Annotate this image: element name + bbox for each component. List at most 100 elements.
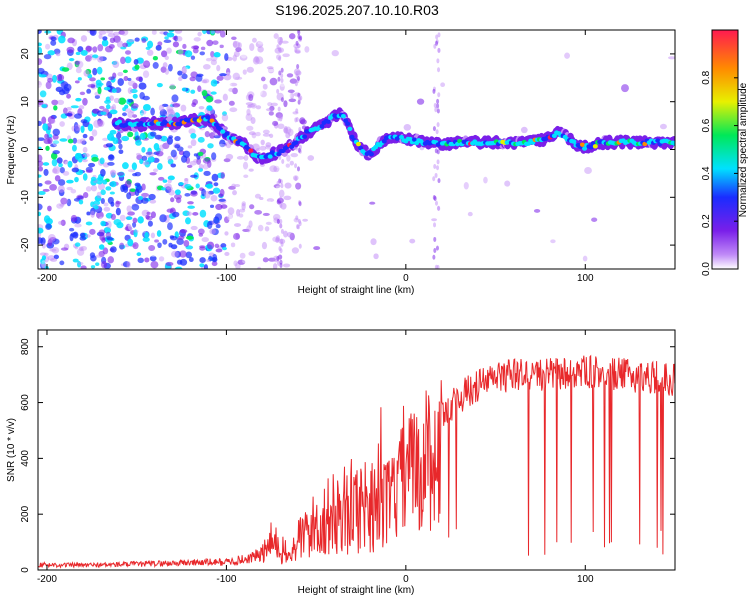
spectrogram-x-ticks: -200 -100 0 100 [37, 30, 594, 284]
spectrogram-noise-point [167, 158, 174, 165]
spectrogram-noise-point [121, 135, 130, 142]
spectrogram-noise-point [200, 46, 206, 51]
spectrogram-noise-point [47, 234, 56, 242]
spectrogram-noise-point [228, 87, 235, 92]
spectrogram-noise-point [145, 46, 151, 51]
spectrogram-noise-point [248, 168, 254, 172]
spectrogram-noise-point [192, 212, 199, 216]
spectrogram-noise-point [170, 236, 178, 241]
spectrogram-noise-point [668, 56, 675, 60]
spectrogram-noise-point [71, 144, 77, 152]
spectrogram-ridge-point [347, 126, 353, 132]
spectrogram-streak-point [437, 48, 441, 54]
spectrogram-noise-point [67, 138, 74, 144]
spectrogram-noise-point [38, 67, 45, 75]
spectrogram-noise-point [109, 109, 118, 115]
spectrogram-noise-point [38, 84, 44, 93]
spectrogram-streak-point [278, 40, 282, 46]
spectrogram-noise-point [184, 178, 189, 186]
spectrogram-noise-point [187, 145, 193, 149]
spectrogram-noise-point [164, 36, 169, 40]
spectrogram-noise-point [206, 221, 213, 229]
spectrogram-noise-point [47, 50, 55, 56]
spectrogram-noise-point [248, 220, 253, 228]
spectrogram-noise-point [254, 252, 263, 259]
spectrogram-noise-point [255, 147, 261, 152]
spectrogram-noise-point [197, 31, 202, 37]
spectrogram-noise-point [133, 59, 139, 65]
spectrogram-noise-point [265, 142, 272, 148]
spectrogram-x-tick-label: 0 [403, 273, 409, 284]
spectrogram-noise-point [127, 238, 134, 247]
spectrogram-ridge-point [592, 144, 598, 149]
spectrogram-noise-point [181, 66, 187, 75]
spectrogram-noise-point [467, 211, 473, 217]
spectrogram-noise-point [47, 238, 53, 247]
spectrogram-noise-point [90, 179, 97, 186]
spectrogram-noise-point [83, 191, 89, 199]
spectrogram-noise-point [122, 69, 128, 74]
spectrogram-noise-point [41, 260, 47, 269]
spectrogram-noise-point [184, 50, 193, 58]
spectrogram-noise-point [117, 71, 124, 77]
spectrogram-noise-point [215, 203, 223, 211]
spectrogram-noise-point [116, 221, 124, 229]
spectrogram-noise-point [175, 197, 182, 204]
spectrogram-noise-point [203, 190, 211, 199]
spectrogram-noise-point [230, 217, 238, 221]
spectrogram-noise-point [621, 199, 626, 206]
spectrogram-noise-point [99, 157, 105, 165]
spectrogram-noise-point [190, 174, 198, 178]
spectrogram-streak-point [296, 184, 300, 190]
spectrogram-noise-point [139, 158, 144, 165]
spectrogram-noise-point [159, 214, 167, 223]
spectrogram-y-tick-label: 10 [20, 96, 31, 108]
spectrogram-streak-point [279, 219, 283, 225]
spectrogram-noise-point [139, 132, 146, 140]
spectrogram-streak-point [434, 200, 438, 206]
spectrogram-noise-point [224, 251, 230, 256]
spectrogram-y-tick-label: -20 [20, 237, 31, 252]
spectrogram-noise-point [105, 140, 113, 144]
snr-x-tick-label: 0 [403, 574, 409, 585]
spectrogram-noise-point [102, 36, 108, 41]
spectrogram-noise-point [85, 45, 93, 52]
spectrogram-noise-point [174, 189, 181, 195]
spectrogram-noise-point [174, 30, 183, 34]
spectrogram-noise-point [45, 223, 52, 230]
spectrogram-noise-point [222, 246, 227, 251]
spectrogram-noise-point [126, 192, 132, 200]
spectrogram-noise-point [233, 223, 242, 228]
spectrogram-noise-point [93, 200, 101, 206]
snr-y-tick-label: 200 [20, 505, 31, 522]
spectrogram-noise-point [267, 200, 272, 209]
spectrogram-noise-point [158, 256, 165, 262]
spectrogram-noise-point [111, 60, 118, 65]
spectrogram-noise-point [177, 48, 184, 56]
spectrogram-noise-point [216, 64, 221, 72]
spectrogram-noise-point [38, 99, 44, 106]
spectrogram-noise-point [246, 66, 254, 73]
spectrogram-noise-point [520, 126, 528, 134]
spectrogram-noise-point [177, 70, 183, 76]
spectrogram-streak-point [434, 107, 438, 113]
spectrogram-noise-point [81, 140, 87, 145]
spectrogram-noise-point [76, 152, 82, 157]
spectrogram-noise-point [160, 50, 168, 58]
spectrogram-noise-point [73, 198, 81, 202]
spectrogram-noise-point [167, 155, 172, 162]
spectrogram-streak-point [299, 35, 303, 41]
spectrogram-noise-point [201, 237, 209, 243]
spectrogram-ridge-point [345, 121, 351, 126]
spectrogram-noise-point [249, 43, 255, 52]
spectrogram-noise-point [120, 56, 126, 65]
spectrogram-noise-point [38, 174, 42, 178]
spectrogram-noise-point [293, 68, 301, 76]
spectrogram-noise-point [257, 266, 262, 269]
spectrogram-noise-point [79, 236, 87, 241]
spectrogram-noise-point [119, 214, 126, 222]
spectrogram-noise-point [219, 188, 225, 197]
spectrogram-noise-point [108, 76, 115, 81]
spectrogram-noise-point [38, 46, 43, 55]
spectrogram-noise-point [69, 233, 74, 242]
